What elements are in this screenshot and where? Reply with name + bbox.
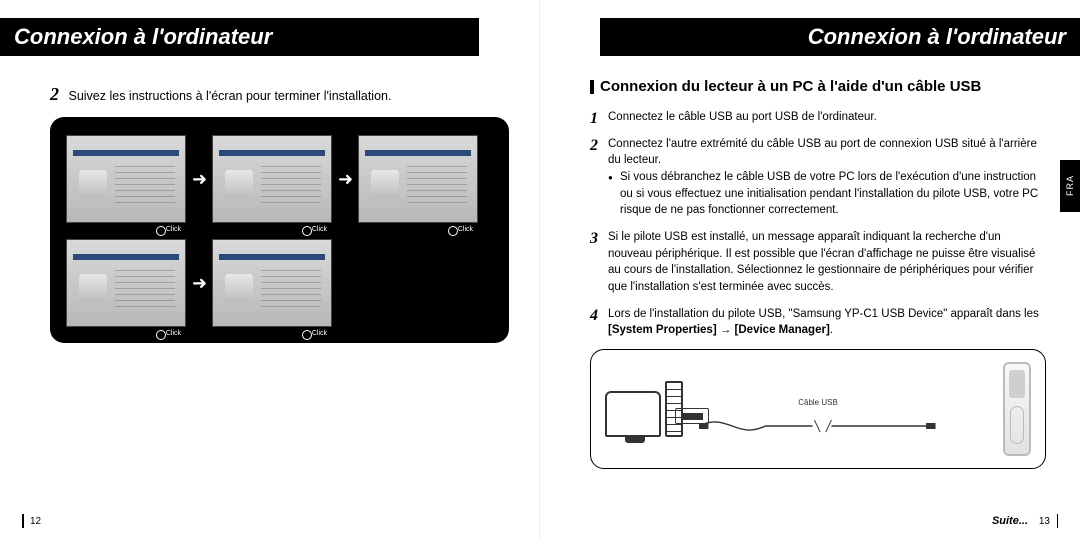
arrow-icon: ➜ — [338, 169, 352, 190]
manual-page-right: Connexion à l'ordinateur FRA Connexion d… — [540, 0, 1080, 539]
language-tab: FRA — [1060, 160, 1080, 212]
step-4-arrow: → — [717, 324, 735, 336]
step-2r-bullet: Si vous débranchez le câble USB de votre… — [608, 169, 1046, 219]
usb-cable-icon — [699, 416, 945, 436]
manual-page-left: Connexion à l'ordinateur 2 Suivez les in… — [0, 0, 540, 539]
step-2: 2 Suivez les instructions à l'écran pour… — [50, 84, 509, 105]
step-4-bold2: [Device Manager] — [735, 324, 830, 336]
step-3-text: Si le pilote USB est installé, un messag… — [608, 231, 1035, 293]
mp3-player-icon — [1003, 362, 1031, 456]
step-1-num: 1 — [590, 107, 598, 130]
install-screenshot: Click — [66, 135, 186, 223]
step-4: 4 Lors de l'installation du pilote USB, … — [590, 306, 1046, 339]
install-screenshot: Click — [212, 135, 332, 223]
step-4-pre: Lors de l'installation du pilote USB, "S… — [608, 308, 1039, 320]
step-3: 3 Si le pilote USB est installé, un mess… — [590, 229, 1046, 296]
step-3-num: 3 — [590, 227, 598, 250]
step-2r-text: Connectez l'autre extrémité du câble USB… — [608, 138, 1037, 167]
titlebar-left: Connexion à l'ordinateur — [0, 18, 479, 56]
step-2r: 2 Connectez l'autre extrémité du câble U… — [590, 136, 1046, 219]
install-screenshot: Click — [358, 135, 478, 223]
install-screenshot: Click — [66, 239, 186, 327]
titlebar-right-text: Connexion à l'ordinateur — [808, 24, 1066, 50]
install-screenshot: Click — [212, 239, 332, 327]
page-number-left: 12 — [30, 516, 41, 527]
step-4-num: 4 — [590, 304, 598, 327]
arrow-icon: ➜ — [192, 273, 206, 294]
section-subheading: Connexion du lecteur à un PC à l'aide d'… — [590, 78, 1046, 95]
click-tag: Click — [300, 329, 331, 338]
click-tag: Click — [154, 329, 185, 338]
arrow-icon: ➜ — [192, 169, 206, 190]
titlebar-right: Connexion à l'ordinateur — [600, 18, 1080, 56]
connection-diagram: Câble USB — [590, 349, 1046, 469]
step-2r-num: 2 — [590, 134, 598, 157]
step-4-bold1: [System Properties] — [608, 324, 717, 336]
continued-label: Suite... — [992, 515, 1028, 527]
screenshot-panel: Click ➜ Click ➜ Click — [50, 117, 509, 343]
step-1: 1 Connectez le câble USB au port USB de … — [590, 109, 1046, 126]
step-2-text: Suivez les instructions à l'écran pour t… — [68, 89, 391, 103]
step-1-text: Connectez le câble USB au port USB de l'… — [608, 111, 877, 123]
cable-label: Câble USB — [798, 398, 838, 407]
monitor-icon — [605, 391, 661, 437]
click-tag: Click — [446, 225, 477, 234]
screenshot-row-2: Click ➜ Click — [66, 239, 493, 327]
page-number-right: 13 — [1039, 516, 1050, 527]
pc-icon — [605, 381, 683, 437]
click-tag: Click — [154, 225, 185, 234]
titlebar-left-text: Connexion à l'ordinateur — [14, 24, 272, 50]
screenshot-row-1: Click ➜ Click ➜ Click — [66, 135, 493, 223]
step-4-post: . — [830, 324, 833, 336]
step-2-num: 2 — [50, 84, 59, 104]
click-tag: Click — [300, 225, 331, 234]
